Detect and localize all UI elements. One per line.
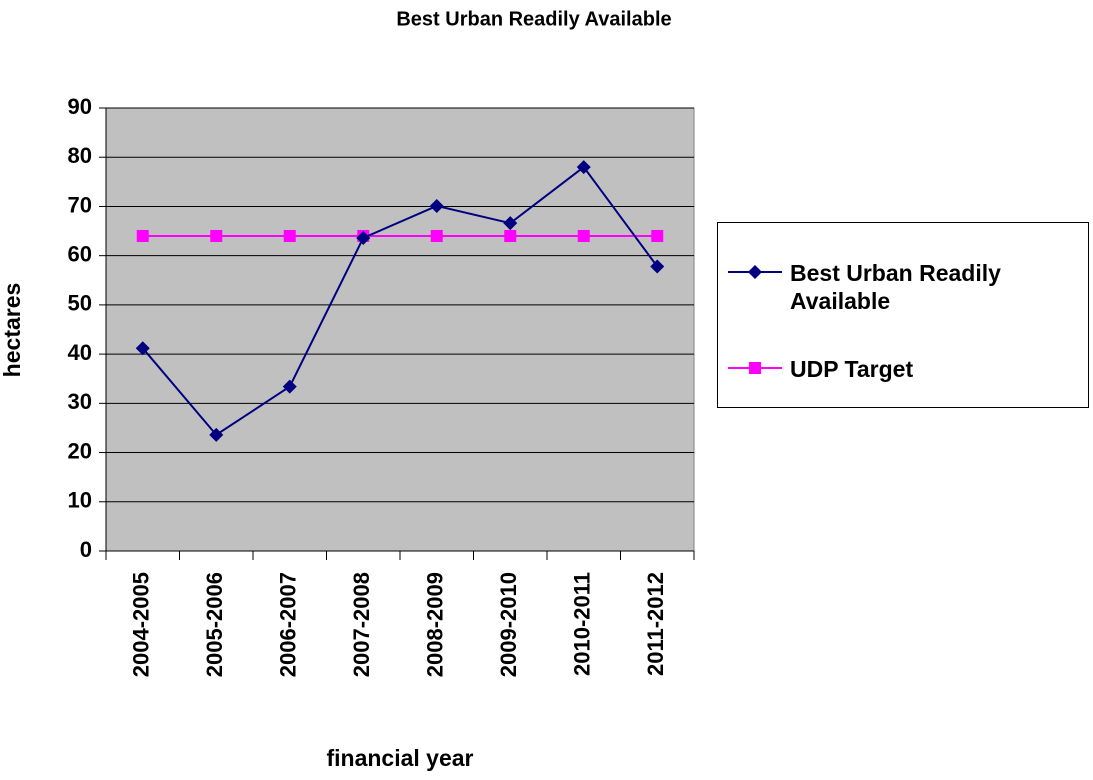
legend-item: Best Urban Readily Available <box>728 259 1090 315</box>
x-tick-label: 2007-2008 <box>349 572 374 677</box>
legend-marker <box>748 265 762 279</box>
x-axis-label: financial year <box>326 745 473 771</box>
y-tick-label: 60 <box>68 241 92 266</box>
x-tick-label: 2011-2012 <box>643 572 668 676</box>
y-tick-label: 20 <box>68 438 92 463</box>
data-point <box>430 229 443 242</box>
data-point <box>650 259 665 274</box>
data-point <box>429 198 444 213</box>
y-tick-label: 0 <box>80 537 92 562</box>
y-tick-label: 90 <box>68 94 92 119</box>
data-point <box>504 229 517 242</box>
x-tick-label: 2006-2007 <box>276 572 301 677</box>
data-point <box>577 229 590 242</box>
y-tick-label: 40 <box>68 340 92 365</box>
y-tick-label: 10 <box>68 488 92 513</box>
plot-area <box>105 107 695 552</box>
x-tick-label: 2005-2006 <box>202 572 227 677</box>
data-point <box>209 427 224 442</box>
chart-title: Best Urban Readily Available <box>396 8 671 30</box>
data-point <box>136 229 149 242</box>
legend-marker <box>749 362 761 374</box>
data-point <box>282 379 297 394</box>
y-axis-label: hectares <box>0 283 25 378</box>
y-tick-label: 80 <box>68 143 92 168</box>
data-point <box>503 216 518 231</box>
x-tick-label: 2009-2010 <box>496 572 521 677</box>
x-tick-label: 2008-2009 <box>423 572 448 677</box>
legend-swatch <box>728 362 782 374</box>
legend: Best Urban Readily Available UDP Target <box>717 222 1089 408</box>
legend-item: UDP Target <box>728 355 1090 383</box>
data-point <box>356 230 371 245</box>
data-point <box>210 229 223 242</box>
y-tick-label: 30 <box>68 389 92 414</box>
x-tick-label: 2010-2011 <box>570 572 595 676</box>
y-tick-label: 70 <box>68 192 92 217</box>
x-tick-label: 2004-2005 <box>129 572 154 677</box>
legend-label: Best Urban Readily Available <box>790 260 1001 314</box>
y-tick-label: 50 <box>68 291 92 316</box>
data-point <box>135 341 150 356</box>
data-point <box>651 229 664 242</box>
legend-swatch <box>728 265 782 279</box>
data-point <box>576 160 591 175</box>
series-line <box>141 165 659 437</box>
data-point <box>283 229 296 242</box>
legend-label: UDP Target <box>790 356 914 382</box>
